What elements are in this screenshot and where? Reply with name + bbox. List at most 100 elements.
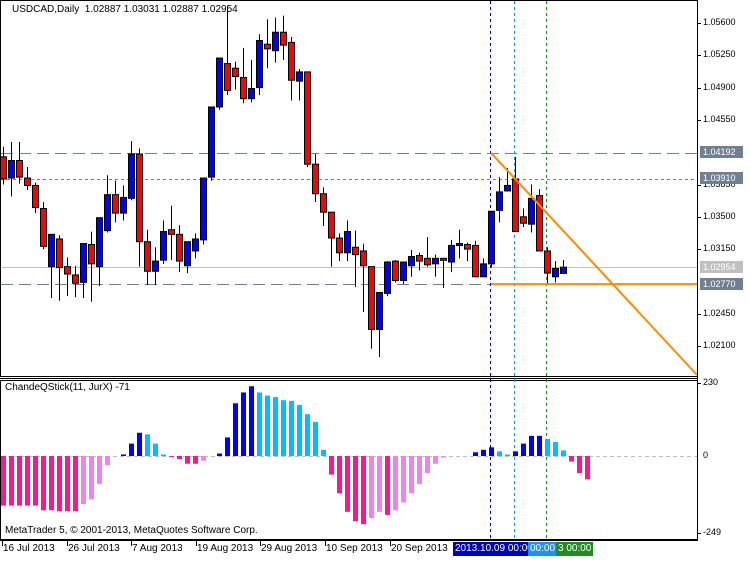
candle <box>96 217 103 287</box>
main-plot-frame <box>0 0 698 377</box>
price-axis-label: 1.02100 <box>703 340 736 350</box>
histogram-bar <box>497 451 502 456</box>
candle-body <box>304 71 311 165</box>
candle <box>120 185 127 221</box>
candle-body <box>144 241 151 272</box>
candle-body <box>336 237 343 254</box>
candle-body <box>184 241 191 267</box>
candle-body <box>216 57 223 108</box>
price-axis-label: 1.04900 <box>703 81 736 92</box>
candle-body <box>40 207 47 247</box>
candle-body <box>24 177 31 186</box>
candle-body <box>136 153 143 243</box>
candle <box>488 210 495 268</box>
candle-body <box>72 274 79 284</box>
candle <box>272 17 279 63</box>
candle <box>192 233 199 259</box>
symbol-timeframe: USDCAD,Daily <box>12 4 80 15</box>
histogram-bar <box>241 392 246 456</box>
histogram-bar <box>273 397 278 456</box>
candle-body <box>128 153 135 199</box>
candle <box>448 239 455 273</box>
candle-body <box>408 255 415 267</box>
histogram-bar <box>377 456 382 512</box>
qstick-histogram <box>1 386 590 525</box>
candle-body <box>472 244 479 278</box>
indicator-axis-top: 230 <box>703 377 719 387</box>
candle-body <box>456 243 463 247</box>
histogram-bar <box>521 443 526 456</box>
candle <box>136 148 143 267</box>
candle-body <box>512 178 519 233</box>
histogram-bar <box>121 454 126 456</box>
histogram-bar <box>441 456 446 458</box>
candle <box>288 36 295 101</box>
candle-body <box>392 260 399 281</box>
candle <box>416 252 423 271</box>
candle-body <box>496 191 503 211</box>
histogram-bar <box>505 454 510 456</box>
histogram-bar <box>177 456 182 460</box>
histogram-bar <box>17 456 22 506</box>
candle-body <box>280 31 287 46</box>
histogram-bar <box>49 456 54 511</box>
candle-body <box>8 160 15 179</box>
trendlines[interactable] <box>490 152 698 376</box>
candle-body <box>400 261 407 281</box>
candle-body <box>112 194 119 214</box>
histogram-bar <box>513 451 518 456</box>
candle-body <box>160 231 167 261</box>
candle-body <box>120 196 127 214</box>
candle <box>128 141 135 201</box>
candle <box>24 166 31 191</box>
histogram-bar <box>89 456 94 500</box>
candle-body <box>272 31 279 52</box>
trendline-down <box>490 152 698 376</box>
candle-body <box>80 243 87 283</box>
candle <box>536 189 543 252</box>
candle-body <box>256 40 263 89</box>
candle-body <box>200 177 207 241</box>
candle-body <box>96 217 103 268</box>
candle-body <box>424 257 431 266</box>
histogram-bar <box>25 456 30 506</box>
candle-body <box>344 231 351 254</box>
candle <box>480 258 487 278</box>
candle-body <box>440 257 447 261</box>
candle-body <box>432 257 439 265</box>
candle-body <box>296 71 303 82</box>
price-axis-label: 1.05600 <box>703 17 736 27</box>
histogram-bar <box>401 456 406 503</box>
candle-body <box>320 193 327 213</box>
histogram-bar <box>169 456 174 457</box>
histogram-bar <box>545 438 550 456</box>
candle <box>296 69 303 101</box>
indicator-axis-bottom: -249 <box>703 527 722 537</box>
candle-body <box>152 260 159 272</box>
candle-body <box>384 261 391 294</box>
candle-body <box>480 263 487 278</box>
histogram-bar <box>337 456 342 494</box>
histogram-bar <box>425 456 430 474</box>
candle <box>256 34 263 95</box>
candle-body <box>88 243 95 265</box>
histogram-bar <box>145 434 150 456</box>
candle-body <box>176 233 183 262</box>
histogram-bar <box>481 449 486 456</box>
candle <box>224 6 231 95</box>
candle <box>280 15 287 60</box>
candle-body <box>552 267 559 278</box>
histogram-bar <box>393 456 398 511</box>
histogram-bar <box>289 400 294 456</box>
histogram-bar <box>361 456 366 525</box>
time-axis-label: 26 Jul 2013 <box>68 543 120 554</box>
candle-body <box>464 243 471 250</box>
candle <box>0 146 7 185</box>
time-tag-green: 3 00:00 <box>556 542 594 556</box>
histogram-bar <box>473 452 478 456</box>
indicator-axis-zero: 0 <box>703 450 709 460</box>
price-tag-support: 1.02770 <box>700 278 743 290</box>
histogram-bar <box>153 443 158 456</box>
